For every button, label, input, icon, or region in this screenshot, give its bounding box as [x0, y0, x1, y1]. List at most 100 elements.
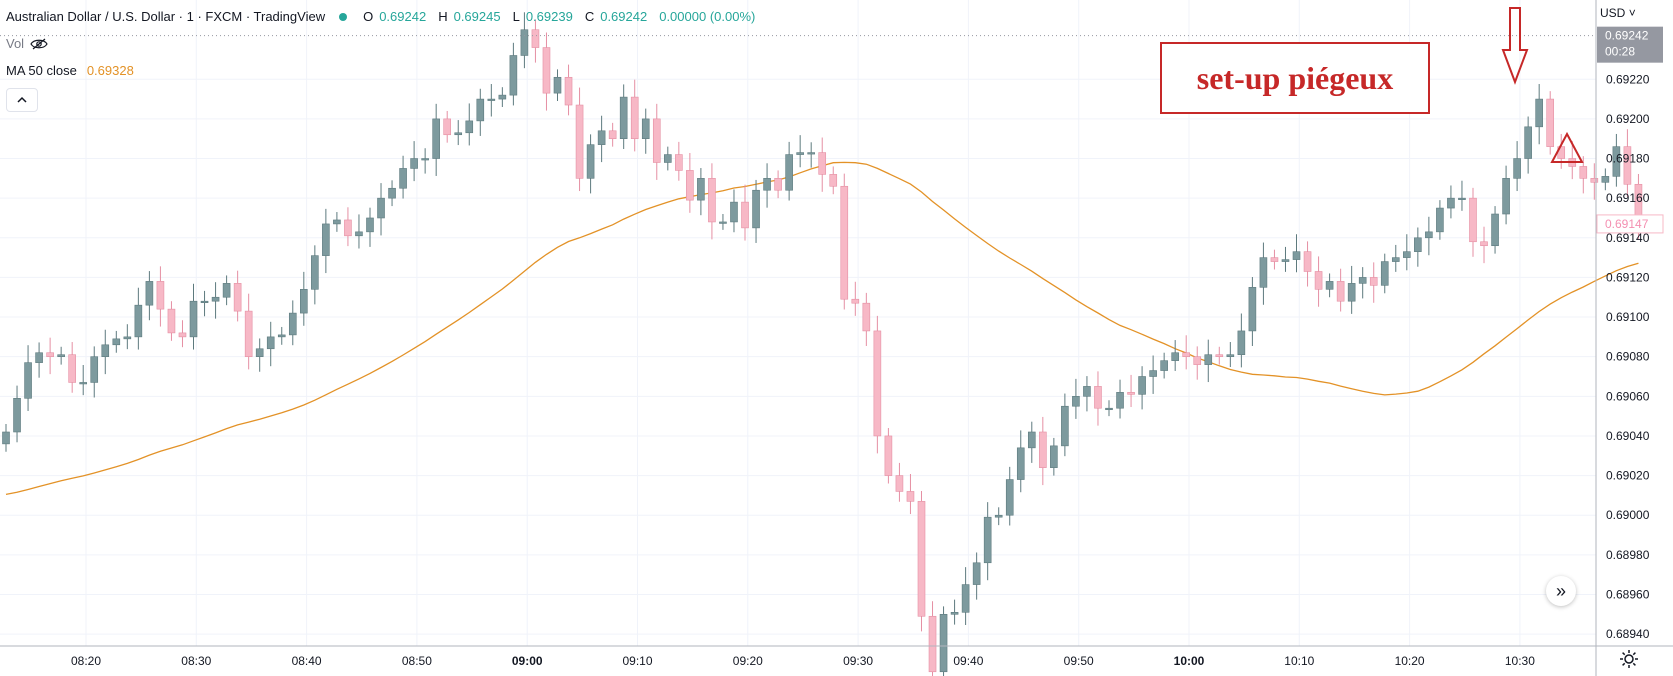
candle-body — [697, 178, 705, 201]
candle-body — [399, 168, 407, 189]
y-tick-label: 0.69020 — [1606, 469, 1650, 483]
candle-body — [35, 352, 43, 363]
x-tick-label: 09:50 — [1064, 654, 1094, 668]
candle-body — [630, 96, 639, 140]
change-value: 0.00000 (0.00%) — [659, 9, 756, 24]
candle-body — [421, 158, 429, 161]
candle-body — [1193, 356, 1202, 365]
y-tick-label: 0.69160 — [1606, 191, 1650, 205]
legend-symbol-line: Australian Dollar / U.S. Dollar · 1 · FX… — [6, 9, 761, 24]
candle-body — [476, 98, 485, 122]
candle-body — [928, 615, 937, 673]
candle-body — [1182, 352, 1191, 357]
candle-body — [1171, 352, 1179, 361]
candle-body — [1027, 431, 1036, 449]
candle-body — [156, 281, 165, 310]
candle-body — [68, 354, 76, 383]
candle-body — [178, 332, 187, 338]
candle-body — [774, 178, 782, 191]
x-tick-label: 08:30 — [181, 654, 211, 668]
ma-price-tag-bg — [1596, 214, 1664, 234]
candle-body — [1016, 447, 1025, 480]
candle-body — [509, 55, 518, 96]
candle-body — [1447, 197, 1455, 209]
currency-label: USD — [1600, 6, 1626, 20]
x-tick-label: 09:20 — [733, 654, 763, 668]
candle-body — [1083, 386, 1091, 397]
candles — [2, 12, 1643, 676]
candle-body — [730, 201, 738, 223]
legend-ma-line: MA 50 close 0.69328 — [6, 63, 134, 78]
candle-body — [950, 612, 959, 615]
candle-body — [1149, 370, 1157, 377]
candle-body — [708, 178, 716, 223]
collapse-legend-button[interactable] — [6, 88, 38, 112]
y-tick-label: 0.69000 — [1606, 508, 1650, 522]
candle-body — [46, 352, 54, 357]
candle-body — [807, 152, 815, 155]
candle-body — [1303, 251, 1312, 272]
candle-body — [79, 382, 88, 385]
candle-body — [311, 255, 319, 290]
candle-body — [1590, 178, 1599, 183]
candle-body — [333, 219, 341, 225]
candle-body — [200, 300, 209, 304]
grid — [0, 0, 1596, 646]
symbol-title[interactable]: Australian Dollar / U.S. Dollar · 1 · FX… — [6, 9, 326, 24]
candle-body — [829, 174, 838, 187]
candle-body — [608, 130, 617, 140]
candle-body — [1623, 146, 1632, 185]
scroll-to-realtime-button[interactable]: » — [1546, 576, 1576, 606]
candle-body — [222, 283, 231, 298]
high-value: 0.69245 — [453, 9, 501, 24]
candle-body — [741, 201, 749, 229]
candle-body — [531, 29, 540, 48]
candle-body — [719, 221, 727, 224]
candle-body — [994, 514, 1003, 518]
y-tick-label: 0.69200 — [1606, 112, 1650, 126]
candle-body — [1138, 376, 1146, 395]
candle-body — [112, 338, 121, 346]
candle-body — [1005, 479, 1014, 516]
x-tick-label: 09:10 — [622, 654, 652, 668]
y-tick-label: 0.69100 — [1606, 310, 1650, 324]
candle-body — [972, 562, 981, 585]
candle-body — [752, 189, 760, 229]
chart-settings-button[interactable] — [1618, 648, 1640, 670]
x-tick-label: 09:40 — [953, 654, 983, 668]
candle-body — [619, 96, 628, 140]
eye-crossed-icon[interactable] — [30, 38, 48, 50]
candle-body — [641, 118, 650, 140]
annotation-box[interactable]: set-up piégeux — [1160, 42, 1430, 114]
candle-body — [432, 118, 440, 159]
candle-body — [465, 120, 474, 134]
candle-body — [542, 47, 551, 94]
y-tick-label: 0.69040 — [1606, 429, 1650, 443]
candle-body — [266, 336, 275, 350]
candle-body — [145, 281, 154, 306]
red-triangle-annotation — [1550, 131, 1584, 163]
candle-body — [1612, 146, 1621, 177]
candle-body — [1292, 251, 1301, 260]
y-tick-label: 0.69140 — [1606, 231, 1650, 245]
candle-body — [1601, 176, 1610, 183]
candle-body — [873, 330, 882, 437]
candle-body — [443, 118, 452, 136]
candle-body — [1072, 396, 1080, 407]
candle-body — [1469, 197, 1477, 243]
candle-body — [1226, 354, 1235, 357]
candle-body — [24, 362, 32, 399]
candle-body — [796, 152, 804, 155]
candle-body — [244, 310, 253, 357]
close-label: C — [584, 9, 595, 24]
candle-body — [1546, 98, 1554, 147]
candle-body — [344, 219, 352, 237]
candle-body — [917, 501, 926, 617]
ma-label[interactable]: MA 50 close — [6, 63, 77, 78]
x-tick-label: 08:20 — [71, 654, 101, 668]
currency-selector[interactable]: USD ˅ — [1600, 6, 1636, 20]
candle-body — [961, 584, 970, 613]
candle-body — [983, 516, 992, 564]
candle-body — [454, 132, 463, 136]
